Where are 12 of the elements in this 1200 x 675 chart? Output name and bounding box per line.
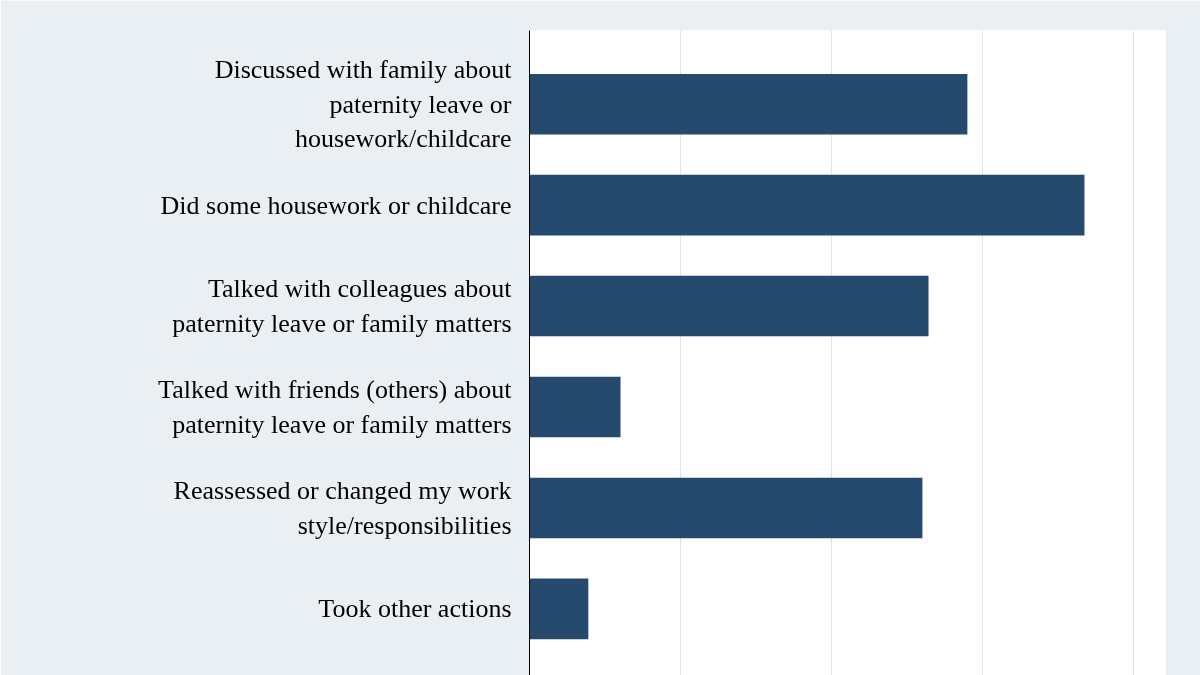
bar xyxy=(529,275,929,337)
bar xyxy=(529,376,621,438)
bar xyxy=(529,174,1085,236)
y-tick-label: Did some housework or childcare xyxy=(160,190,512,220)
y-tick-label: Talked with friends (others) about paternity leave or family matters xyxy=(158,375,513,439)
bar xyxy=(529,578,589,640)
bar xyxy=(529,73,968,135)
y-tick-label: Talked with colleagues about paternity leave or family matters xyxy=(172,274,513,338)
y-tick-label: Reassessed or changed my work style/responsibilities xyxy=(173,476,512,540)
y-tick-label: Discussed with family about paternity leave or housework/childcare xyxy=(214,54,513,154)
y-tick-label: Took other actions xyxy=(318,594,512,624)
bar xyxy=(529,477,923,539)
